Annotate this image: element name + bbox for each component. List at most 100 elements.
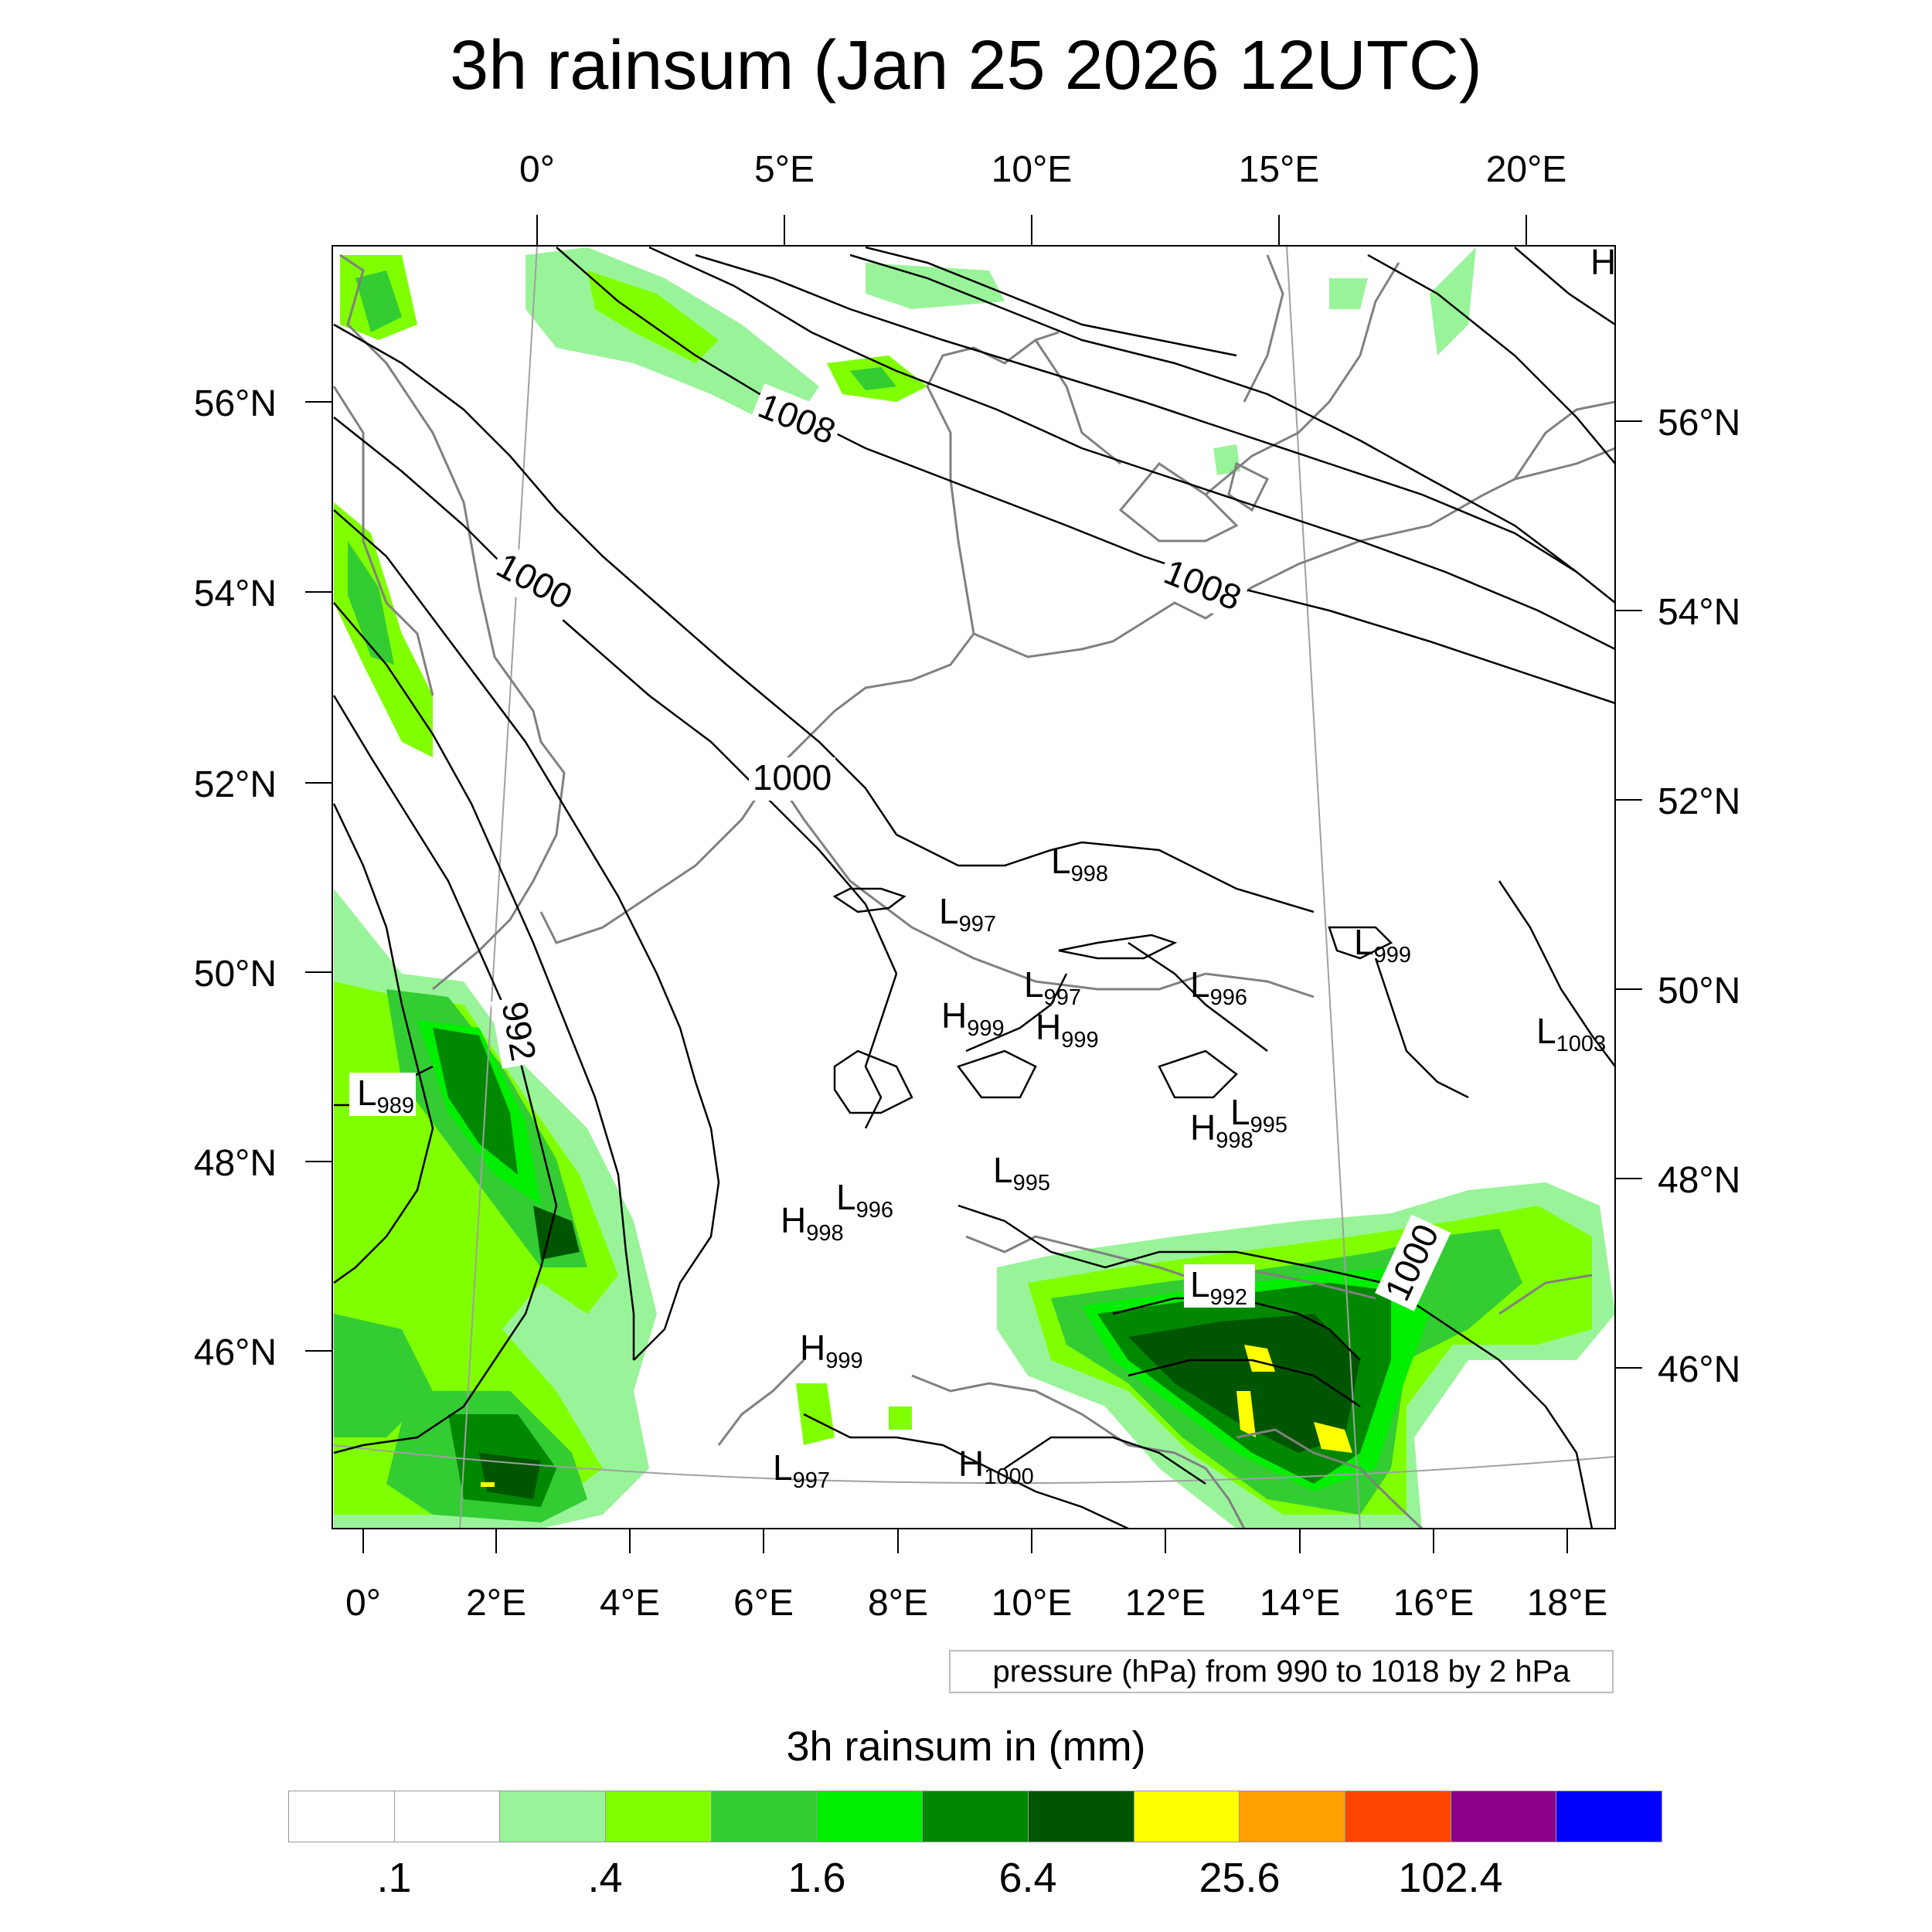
lat-tick-label: 46°N (194, 1332, 277, 1373)
colorbar-swatch (1345, 1791, 1451, 1842)
colorbar-swatch (500, 1791, 607, 1842)
isobar-line (1328, 926, 1393, 960)
lon-tick-label: 15°E (1239, 149, 1320, 190)
isobar-line (1498, 880, 1615, 1067)
isobar-line (333, 323, 1315, 913)
tick-marks (305, 215, 1642, 1553)
isobar-line (803, 1413, 1129, 1529)
low-center-989: L989 (349, 1073, 416, 1118)
lon-tick-label: 14°E (1260, 1583, 1341, 1624)
lat-tick-label: 50°N (1658, 971, 1740, 1012)
lon-tick-label: 16°E (1393, 1583, 1475, 1624)
lat-tick-label: 52°N (194, 764, 277, 805)
colorbar-tick-label: .1 (376, 1855, 412, 1901)
low-center: L996 (1190, 964, 1247, 1010)
isobar-line (333, 509, 720, 1361)
low-center: L995 (1230, 1092, 1287, 1138)
high-center: H (1590, 242, 1616, 282)
isobar-line (332, 803, 434, 1284)
high-center: H998 (781, 1200, 844, 1246)
lon-tick-label: 4°E (600, 1583, 660, 1624)
rain-area (1128, 1314, 1360, 1453)
pressure-info-box: pressure (hPa) from 990 to 1018 by 2 hPa (949, 1650, 1614, 1693)
rain-area (1236, 1391, 1256, 1437)
isobar-line (1374, 957, 1469, 1099)
colorbar-swatch (1556, 1791, 1662, 1842)
isobars (332, 246, 1615, 1529)
high-center: H999 (1036, 1007, 1099, 1053)
colorbar-swatch (1240, 1791, 1345, 1842)
isobar-line (1128, 941, 1268, 1052)
high-center: H1000 (958, 1444, 1034, 1489)
rain-area (433, 1028, 518, 1175)
rain-area (481, 1482, 495, 1487)
lat-tick-label: 50°N (194, 954, 277, 995)
colorbar-swatch (1134, 1791, 1240, 1842)
lon-tick-label: 12°E (1125, 1583, 1206, 1624)
low-center: L995 (993, 1150, 1050, 1196)
colorbar-swatch (1451, 1791, 1557, 1842)
bottom-longitude-labels: 0° 2°E 4°E 6°E 8°E 10°E 12°E 14°E 16°E 1… (345, 1583, 1607, 1624)
colorbar-swatch (289, 1791, 395, 1842)
colorbar (288, 1791, 1662, 1842)
isobar-line (333, 417, 898, 975)
isobar-line (864, 973, 898, 1129)
rain-area (1213, 444, 1240, 475)
low-center: L999 (1354, 922, 1411, 968)
rain-area (533, 1206, 580, 1260)
isobar-line (956, 1049, 1037, 1099)
lon-tick-label: 0° (345, 1583, 381, 1624)
pressure-centers: L998 L997 L999 L997 L996 H999 H999 L1003… (349, 242, 1616, 1493)
isobar-line (957, 1204, 1594, 1529)
isobar-line (333, 602, 635, 1360)
colorbar-swatch (394, 1791, 501, 1842)
colorbar-tick-label: 6.4 (998, 1855, 1057, 1901)
map-frame (332, 245, 1616, 1529)
lon-tick-label: 10°E (992, 149, 1073, 190)
lon-tick-label: 18°E (1527, 1583, 1608, 1624)
rain-area (1314, 1422, 1352, 1453)
lon-tick-label: 2°E (466, 1583, 526, 1624)
rain-area (1430, 247, 1476, 355)
lon-tick-label: 8°E (868, 1583, 928, 1624)
high-center: H998 (1190, 1107, 1253, 1153)
colorbar-swatch (606, 1791, 712, 1842)
lat-tick-label: 54°N (194, 573, 277, 614)
high-center: H999 (800, 1328, 863, 1373)
svg-text:L989: L989 (357, 1073, 414, 1118)
colorbar-swatch (817, 1791, 923, 1842)
isobar-line (1158, 1049, 1238, 1099)
left-latitude-labels: 56°N 54°N 52°N 50°N 48°N 46°N (194, 383, 277, 1373)
rain-area (587, 270, 719, 363)
isobar-line (1514, 247, 1615, 326)
rain-area (889, 1406, 912, 1430)
lat-tick-label: 56°N (1658, 403, 1740, 444)
rain-area (355, 270, 402, 332)
colorbar-tick-label: .4 (587, 1855, 623, 1901)
colorbar-tick-label: 1.6 (787, 1855, 846, 1901)
low-center-992: L992 (1184, 1264, 1255, 1310)
rain-area (850, 367, 896, 390)
rain-area (796, 1383, 835, 1445)
low-center: L997 (939, 891, 996, 937)
lat-tick-label: 52°N (1658, 781, 1740, 822)
chart-title: 3h rainsum (Jan 25 2026 12UTC) (450, 27, 1482, 104)
rain-area (866, 263, 1005, 309)
lat-tick-label: 46°N (1658, 1349, 1740, 1390)
isobar-line (865, 246, 1237, 357)
colorbar-tick-label: 25.6 (1199, 1855, 1281, 1901)
isobar-line (849, 253, 1577, 573)
isobar-line (1004, 1436, 1206, 1485)
colorbar-swatch (923, 1791, 1029, 1842)
legend-title: 3h rainsum in (mm) (786, 1723, 1146, 1770)
lon-tick-label: 20°E (1486, 149, 1567, 190)
lat-tick-label: 48°N (1658, 1160, 1740, 1201)
lon-tick-label: 6°E (733, 1583, 794, 1624)
low-center: L998 (1051, 841, 1108, 886)
isobar-line (832, 887, 906, 913)
colorbar-swatch (1028, 1791, 1134, 1842)
map-area: 1008 1008 1000 1000 992 1000 (332, 242, 1616, 1529)
rain-area (1329, 278, 1368, 309)
low-center: L997 (773, 1447, 830, 1493)
